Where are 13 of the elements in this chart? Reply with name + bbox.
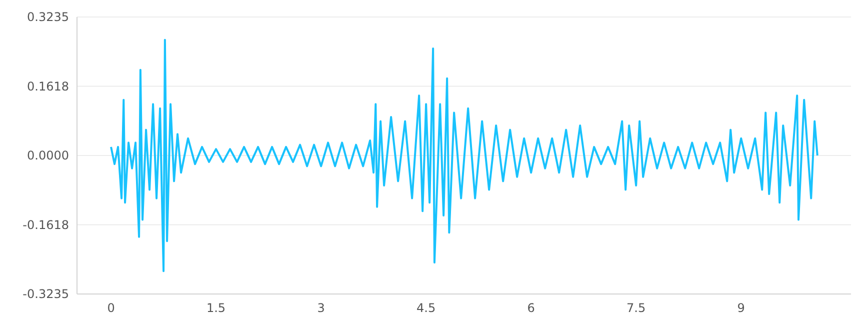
y-tick-label: 0.0000 — [27, 148, 69, 163]
x-tick-label: 4.5 — [416, 301, 436, 315]
y-tick-label: 0.3235 — [27, 10, 69, 24]
x-tick-label: 1.5 — [206, 301, 226, 315]
y-tick-label: -0.3235 — [22, 287, 69, 302]
x-tick-label: 6 — [527, 301, 535, 315]
x-tick-label: 7.5 — [626, 301, 646, 315]
x-tick-label: 9 — [737, 301, 745, 315]
y-tick-label: 0.1618 — [27, 79, 69, 94]
line-series — [110, 38, 818, 272]
x-tick-label: 3 — [317, 301, 325, 315]
y-tick-label: -0.1618 — [22, 218, 69, 232]
x-tick-label: 0 — [107, 301, 115, 315]
